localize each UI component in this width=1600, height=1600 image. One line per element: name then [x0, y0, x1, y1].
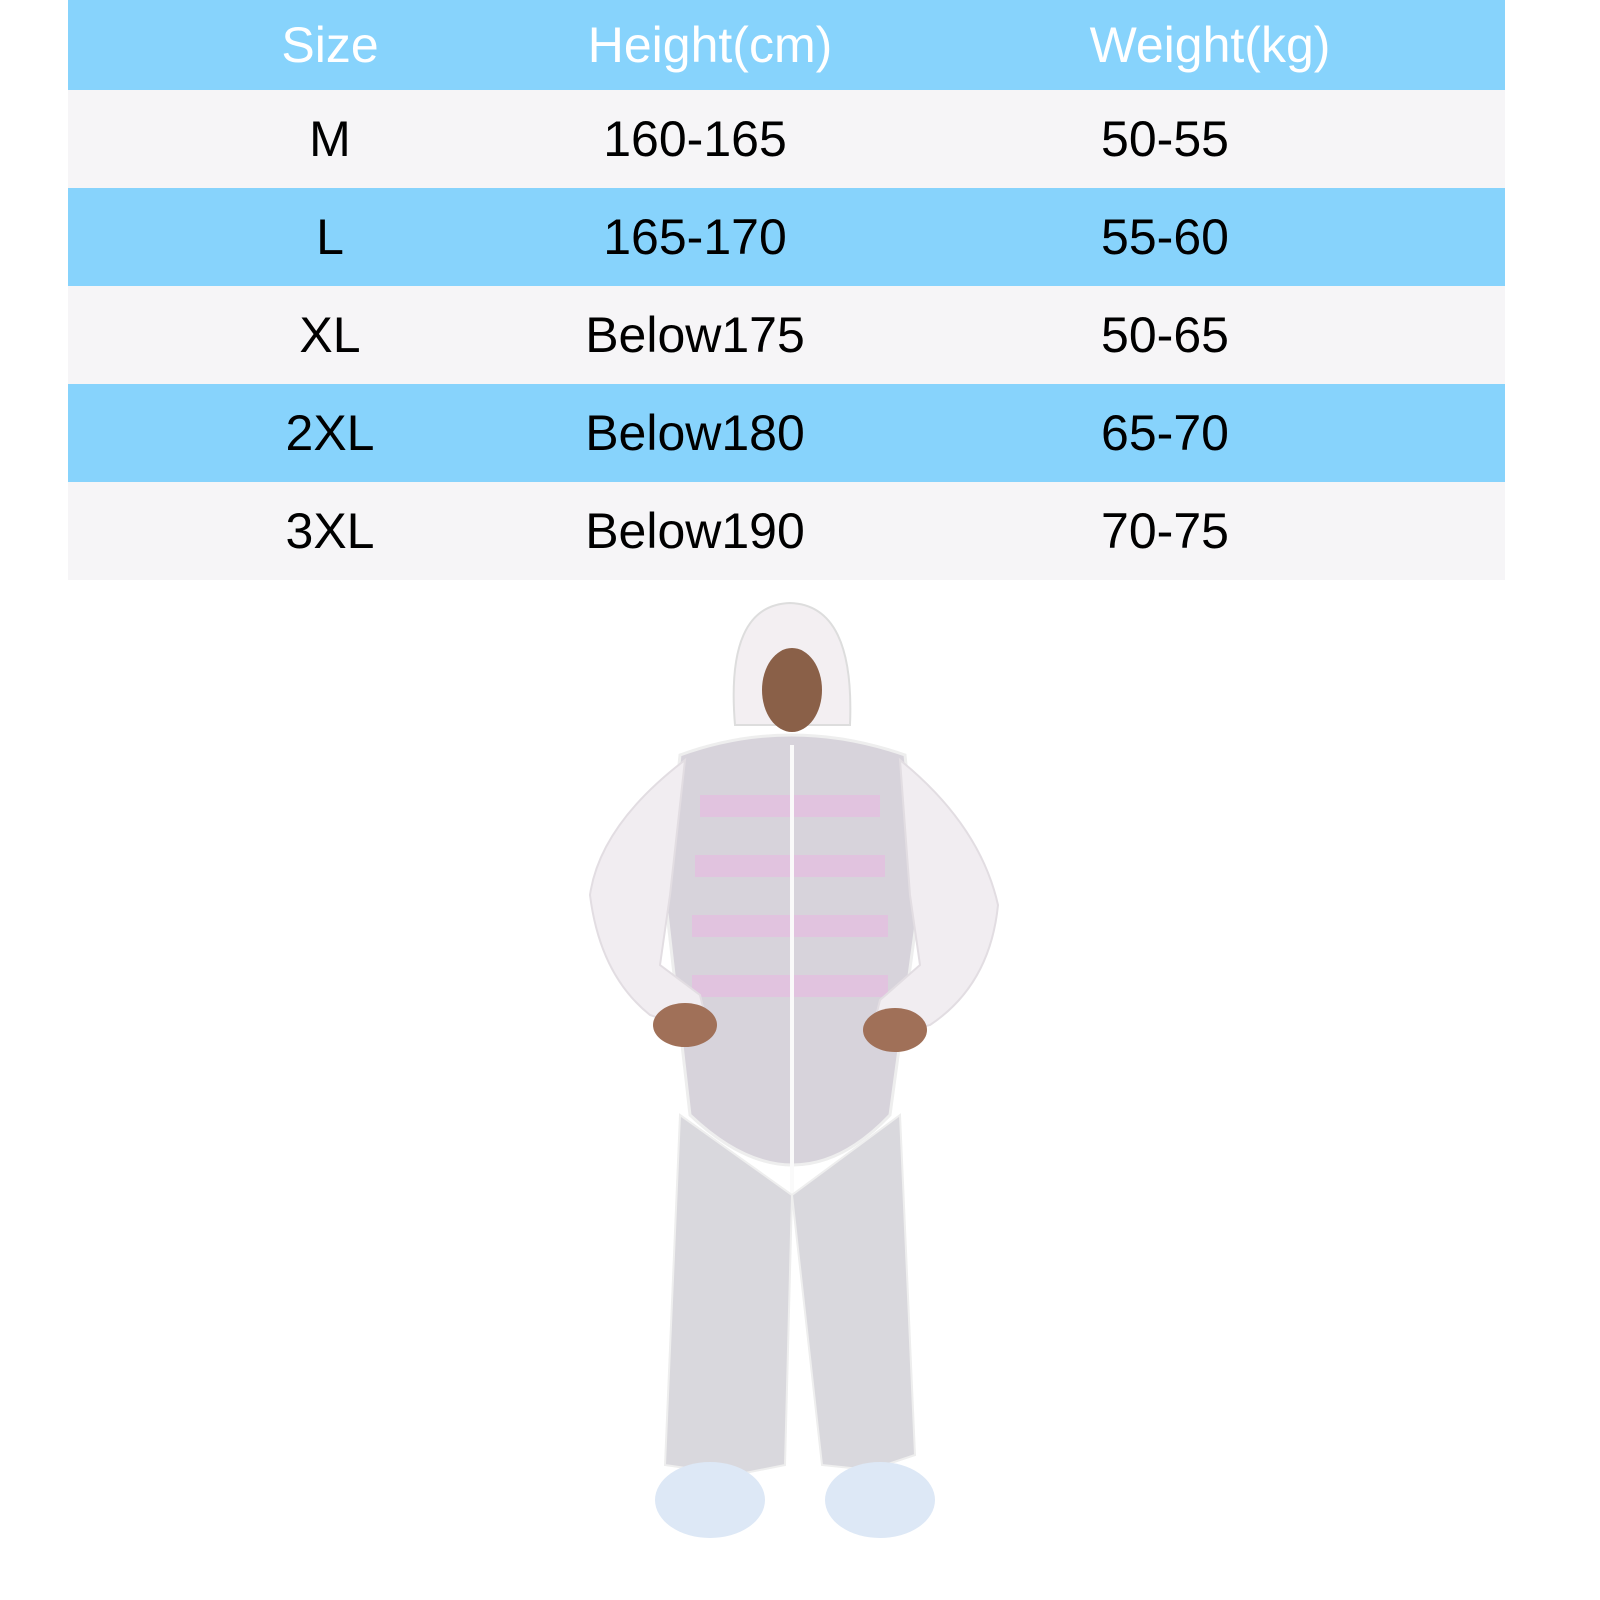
right-shoe-cover	[825, 1462, 935, 1538]
right-leg	[790, 1113, 917, 1472]
cell-size: 2XL	[285, 405, 375, 461]
cell-weight: 50-65	[1101, 307, 1229, 363]
table-row: L 165-170 55-60	[68, 188, 1505, 286]
cell-weight: 70-75	[1101, 503, 1229, 559]
cell-size: XL	[299, 307, 361, 363]
cell-size: 3XL	[285, 503, 375, 559]
coverall-model-image	[588, 601, 1000, 1538]
cell-height: 160-165	[603, 111, 787, 167]
table-row: M 160-165 50-55	[68, 90, 1505, 188]
header-height: Height(cm)	[587, 17, 833, 73]
right-hand	[863, 1008, 927, 1052]
cell-weight: 65-70	[1101, 405, 1229, 461]
cell-height: Below190	[585, 503, 805, 559]
cell-weight: 55-60	[1101, 209, 1229, 265]
left-shoe-cover	[655, 1462, 765, 1538]
cell-height: 165-170	[603, 209, 787, 265]
header-size: Size	[281, 17, 379, 73]
table-header: Size Height(cm) Weight(kg)	[68, 0, 1505, 90]
cell-height: Below180	[585, 405, 805, 461]
size-chart-table: Size Height(cm) Weight(kg) M 160-165 50-…	[68, 0, 1505, 580]
header-weight: Weight(kg)	[1089, 17, 1331, 73]
left-hand	[653, 1003, 717, 1047]
cell-height: Below175	[585, 307, 805, 363]
cell-size: M	[309, 111, 351, 167]
face	[762, 648, 822, 732]
table-row: XL Below175 50-65	[68, 286, 1505, 384]
table-row: 3XL Below190 70-75	[68, 482, 1505, 580]
left-arm	[588, 757, 712, 1037]
left-leg	[663, 1113, 794, 1477]
right-arm	[868, 757, 1000, 1042]
cell-size: L	[316, 209, 344, 265]
table-row: 2XL Below180 65-70	[68, 384, 1505, 482]
cell-weight: 50-55	[1101, 111, 1229, 167]
